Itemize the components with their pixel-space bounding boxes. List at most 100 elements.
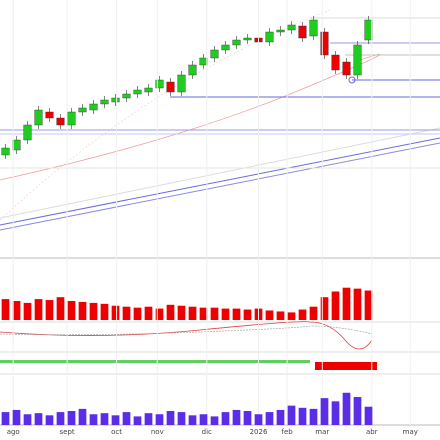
bar [34,299,43,320]
candle-body [155,79,164,89]
bar [353,397,362,425]
bar [276,409,285,425]
bar [221,308,230,320]
candle-body [243,37,252,41]
candle-body [221,44,230,51]
bar [45,300,54,320]
candle-body [177,74,186,93]
bar [23,414,32,425]
bar [1,412,10,425]
candle-body [12,139,21,151]
bar [166,411,175,425]
x-tick-label: sept [60,428,75,436]
trend-line [0,127,440,219]
bar [12,409,21,425]
candle-body [78,107,87,113]
trend-line [0,142,440,231]
bar [309,408,318,425]
bar [133,307,142,320]
bar [144,413,153,425]
bar [298,407,307,425]
bar [276,311,285,320]
bar [243,411,252,425]
candle-body [364,19,373,41]
bar [177,412,186,425]
bar [111,305,120,320]
bar [298,309,307,320]
x-tick-label: oct [111,428,122,436]
candle-body [298,25,307,39]
bar [100,303,109,320]
candle-body [232,39,241,46]
x-tick-label: abr [366,428,378,436]
bar [12,301,21,320]
trend-line [0,137,440,226]
candle-body [67,111,76,126]
candle-body [309,19,318,37]
candle-body [23,124,32,141]
x-tick-label: feb [281,428,293,436]
bar [353,288,362,320]
bar [232,308,241,320]
bar [210,307,219,320]
bar [364,406,373,425]
bar [320,297,329,320]
bar [34,413,43,425]
x-tick-label: 2026 [250,428,268,436]
bar [232,409,241,425]
bar [122,412,131,425]
histogram-band [0,360,310,363]
bar [320,398,329,425]
bar [364,290,373,320]
candle-body [56,117,65,126]
bar [287,405,296,425]
candle-body [265,31,274,43]
candle-body [133,89,142,95]
bar [56,412,65,425]
bar [111,415,120,425]
histogram-band [315,362,377,370]
oscillator-line [0,321,373,350]
candle-body [320,31,329,56]
x-tick-label: ago [7,428,20,436]
x-tick-label: may [403,428,418,436]
candle-body [1,147,10,156]
candle-body [342,61,351,76]
signal-line [0,325,373,335]
bar [155,308,164,320]
bar [122,306,131,320]
candle-body [111,97,120,103]
bar [221,412,230,425]
x-tick-label: nov [151,428,164,436]
candle-body [276,29,285,33]
bar [144,306,153,320]
bar [155,414,164,425]
bar [210,416,219,425]
candle-body [331,54,340,71]
bar [78,301,87,320]
bar [177,305,186,320]
candle-body [34,109,43,126]
candle-body [188,64,197,76]
candle-body [122,93,131,99]
bar [45,415,54,425]
bar [342,392,351,425]
bar [188,415,197,425]
bar [199,307,208,320]
candle-body [199,57,208,66]
bar [265,310,274,320]
bar [188,306,197,320]
bar [100,413,109,425]
candle-body [353,44,362,76]
candle-body [45,111,54,119]
candle-body [210,49,219,59]
bar [56,297,65,320]
bar [78,408,87,425]
bar [342,287,351,320]
anchor-point [348,76,356,84]
bar [89,414,98,425]
bar [67,301,76,320]
bar [331,401,340,425]
candle-body [287,24,296,31]
